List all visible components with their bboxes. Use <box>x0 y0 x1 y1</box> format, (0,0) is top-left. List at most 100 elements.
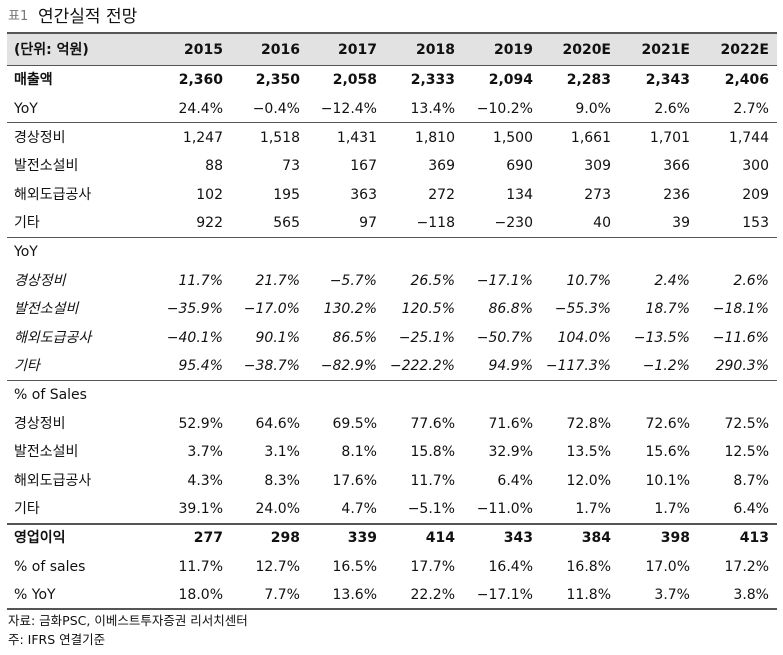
column-header: 2020E <box>562 42 611 58</box>
cell: −12.4% <box>320 100 377 117</box>
cell: 8.3% <box>264 472 300 489</box>
row-label: YoY <box>14 100 38 117</box>
row-label: 해외도급공사 <box>14 472 92 489</box>
column-header: 2019 <box>494 42 533 58</box>
rule <box>7 379 777 381</box>
cell: 77.6% <box>410 415 455 432</box>
cell: −38.7% <box>243 358 300 375</box>
cell: 369 <box>428 158 455 175</box>
cell: 195 <box>273 186 300 203</box>
row-label: 영업이익 <box>14 529 66 546</box>
cell: 363 <box>350 186 377 203</box>
row-label: 기타 <box>14 501 40 518</box>
cell: 18.0% <box>178 587 223 604</box>
cell: 413 <box>739 529 769 546</box>
cell: 1,431 <box>336 129 377 146</box>
cell: 69.5% <box>332 415 377 432</box>
cell: 3.7% <box>187 444 223 461</box>
unit-label: (단위: 억원) <box>14 42 89 58</box>
cell: 13.6% <box>332 587 377 604</box>
cell: 10.7% <box>566 272 611 289</box>
cell: −0.4% <box>252 100 300 117</box>
cell: 88 <box>205 158 223 175</box>
row-label: 매출액 <box>14 72 53 89</box>
cell: −25.1% <box>398 329 455 346</box>
cell: 72.8% <box>566 415 611 432</box>
cell: −11.6% <box>712 329 769 346</box>
cell: 12.7% <box>255 558 300 575</box>
cell: 343 <box>503 529 533 546</box>
cell: 11.7% <box>410 472 455 489</box>
cell: −55.3% <box>554 301 611 318</box>
row-label: 기타 <box>14 358 40 375</box>
cell: 690 <box>506 158 533 175</box>
table-tag: 표1 <box>8 9 29 24</box>
cell: 10.1% <box>645 472 690 489</box>
cell: 12.5% <box>724 444 769 461</box>
row-label: 경상정비 <box>14 415 66 432</box>
row-label: 경상정비 <box>14 272 66 289</box>
row-label: 해외도급공사 <box>14 186 92 203</box>
rule <box>7 608 777 611</box>
cell: 11.7% <box>178 272 223 289</box>
cell: 104.0% <box>557 329 611 346</box>
cell: 1,744 <box>728 129 769 146</box>
cell: 153 <box>742 215 769 232</box>
cell: 277 <box>193 529 223 546</box>
row-label: 해외도급공사 <box>14 329 92 346</box>
row-label: 경상정비 <box>14 129 66 146</box>
cell: 16.4% <box>488 558 533 575</box>
rule <box>7 65 777 66</box>
cell: 22.2% <box>410 587 455 604</box>
cell: 120.5% <box>401 301 455 318</box>
cell: 9.0% <box>575 100 611 117</box>
cell: 12.0% <box>566 472 611 489</box>
cell: 134 <box>506 186 533 203</box>
cell: 273 <box>584 186 611 203</box>
cell: 8.1% <box>341 444 377 461</box>
cell: 26.5% <box>410 272 455 289</box>
cell: 24.4% <box>178 100 223 117</box>
cell: 86.8% <box>488 301 533 318</box>
row-label: 발전소설비 <box>14 158 79 175</box>
cell: −13.5% <box>633 329 690 346</box>
column-header: 2022E <box>720 42 769 58</box>
cell: 2,406 <box>724 72 769 89</box>
cell: −222.2% <box>389 358 455 375</box>
cell: 90.1% <box>255 329 300 346</box>
cell: −18.1% <box>712 301 769 318</box>
row-label: YoY <box>14 243 38 260</box>
header-background <box>7 33 777 66</box>
row-label: % of Sales <box>14 386 87 403</box>
cell: 130.2% <box>323 301 377 318</box>
cell: 2.4% <box>654 272 690 289</box>
cell: 167 <box>350 158 377 175</box>
cell: 300 <box>742 158 769 175</box>
cell: 366 <box>663 158 690 175</box>
cell: 2.6% <box>733 272 769 289</box>
table-title: 연간실적 전망 <box>38 7 138 27</box>
cell: 16.5% <box>332 558 377 575</box>
column-header: 2016 <box>261 42 300 58</box>
rule <box>7 522 777 525</box>
cell: −17.0% <box>243 301 300 318</box>
footnote: 주: IFRS 연결기준 <box>8 632 106 647</box>
cell: 2,360 <box>178 72 223 89</box>
cell: −35.9% <box>166 301 223 318</box>
cell: −5.1% <box>407 501 455 518</box>
cell: 2,094 <box>488 72 533 89</box>
cell: −11.0% <box>476 501 533 518</box>
column-header: 2017 <box>338 42 377 58</box>
cell: 95.4% <box>178 358 223 375</box>
cell: 1,701 <box>649 129 690 146</box>
cell: 922 <box>196 215 223 232</box>
cell: 52.9% <box>178 415 223 432</box>
cell: 4.7% <box>341 501 377 518</box>
cell: −40.1% <box>166 329 223 346</box>
cell: 209 <box>742 186 769 203</box>
cell: 339 <box>347 529 377 546</box>
cell: 17.6% <box>332 472 377 489</box>
row-label: 발전소설비 <box>14 444 79 461</box>
cell: 414 <box>425 529 455 546</box>
